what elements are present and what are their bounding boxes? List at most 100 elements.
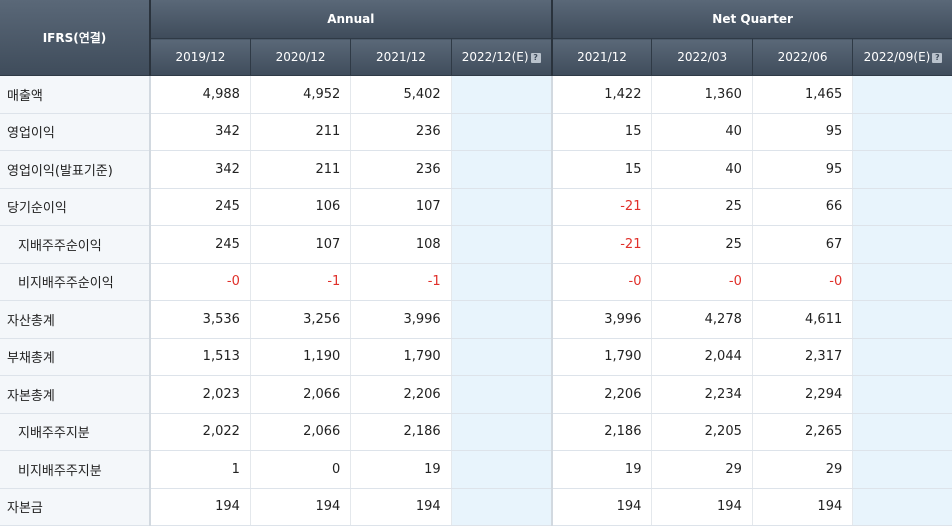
- value-cell: 2,023: [150, 375, 251, 414]
- corner-header: IFRS(연결): [0, 0, 151, 76]
- table-row: 지배주주순이익 245 107 108 -21 25 67: [0, 225, 952, 264]
- value-cell: 4,988: [150, 75, 251, 114]
- estimate-cell: [852, 188, 952, 226]
- value-cell: 40: [651, 150, 753, 189]
- table-row: 영업이익 342 211 236 15 40 95: [0, 113, 952, 151]
- value-cell: 5,402: [350, 75, 452, 114]
- value-cell: 194: [250, 488, 352, 526]
- value-cell: 1,190: [250, 338, 352, 376]
- value-cell: -0: [551, 263, 653, 301]
- value-cell: 15: [551, 150, 653, 189]
- value-cell: 2,044: [651, 338, 753, 376]
- value-cell: 342: [150, 150, 251, 189]
- value-cell: 211: [250, 113, 352, 151]
- row-label: 비지배주주순이익: [0, 263, 151, 301]
- value-cell: 66: [752, 188, 854, 226]
- row-label: 부채총계: [0, 338, 151, 376]
- value-cell: 106: [250, 188, 352, 226]
- row-label: 매출액: [0, 75, 151, 114]
- period-header: 2022/03: [651, 38, 753, 76]
- value-cell: 1,465: [752, 75, 854, 114]
- row-label: 당기순이익: [0, 188, 151, 226]
- period-header: 2019/12: [150, 38, 251, 76]
- value-cell: 3,996: [350, 300, 452, 339]
- row-label: 영업이익: [0, 113, 151, 151]
- value-cell: 19: [350, 450, 452, 489]
- value-cell: 40: [651, 113, 753, 151]
- period-header: 2022/06: [752, 38, 854, 76]
- value-cell: 2,186: [350, 413, 452, 451]
- estimate-cell: [852, 338, 952, 376]
- value-cell: 0: [250, 450, 352, 489]
- value-cell: 1,422: [551, 75, 653, 114]
- estimate-cell: [451, 188, 553, 226]
- estimate-cell: [451, 225, 553, 264]
- estimate-cell: [451, 413, 553, 451]
- value-cell: 2,317: [752, 338, 854, 376]
- estimate-cell: [451, 375, 553, 414]
- table-row: 당기순이익 245 106 107 -21 25 66: [0, 188, 952, 226]
- table-row: 비지배주주순이익 -0 -1 -1 -0 -0 -0: [0, 263, 952, 301]
- value-cell: 29: [651, 450, 753, 489]
- value-cell: 4,278: [651, 300, 753, 339]
- estimate-cell: [451, 150, 553, 189]
- row-label: 영업이익(발표기준): [0, 150, 151, 189]
- estimate-cell: [852, 450, 952, 489]
- quarter-group-header: Net Quarter: [551, 0, 952, 39]
- period-label: 2022/12(E): [461, 50, 529, 64]
- value-cell: -1: [350, 263, 452, 301]
- value-cell: 194: [551, 488, 653, 526]
- value-cell: 2,265: [752, 413, 854, 451]
- period-header: 2021/12: [551, 38, 653, 76]
- table-row: 자본금 194 194 194 194 194 194: [0, 488, 952, 526]
- value-cell: 194: [350, 488, 452, 526]
- estimate-cell: [852, 113, 952, 151]
- value-cell: 3,996: [551, 300, 653, 339]
- row-label: 자본금: [0, 488, 151, 526]
- help-icon[interactable]: ?: [530, 53, 541, 63]
- value-cell: 194: [651, 488, 753, 526]
- value-cell: 107: [250, 225, 352, 264]
- help-icon[interactable]: ?: [932, 53, 943, 63]
- row-label: 지배주주순이익: [0, 225, 151, 264]
- period-header: 2020/12: [250, 38, 352, 76]
- value-cell: 108: [350, 225, 452, 264]
- estimate-cell: [451, 300, 553, 339]
- value-cell: 4,611: [752, 300, 854, 339]
- row-label: 자본총계: [0, 375, 151, 414]
- estimate-cell: [451, 488, 553, 526]
- value-cell: -21: [551, 188, 653, 226]
- estimate-cell: [451, 113, 553, 151]
- estimate-cell: [451, 338, 553, 376]
- estimate-cell: [852, 75, 952, 114]
- value-cell: 95: [752, 113, 854, 151]
- value-cell: 236: [350, 113, 452, 151]
- value-cell: 1,790: [350, 338, 452, 376]
- table-row: 매출액 4,988 4,952 5,402 1,422 1,360 1,465: [0, 75, 952, 114]
- value-cell: -0: [651, 263, 753, 301]
- period-header: 2021/12: [350, 38, 452, 76]
- table-row: 자산총계 3,536 3,256 3,996 3,996 4,278 4,611: [0, 300, 952, 339]
- value-cell: 95: [752, 150, 854, 189]
- estimate-cell: [852, 488, 952, 526]
- table-row: 자본총계 2,023 2,066 2,206 2,206 2,234 2,294: [0, 375, 952, 414]
- value-cell: -0: [752, 263, 854, 301]
- value-cell: 2,234: [651, 375, 753, 414]
- value-cell: 107: [350, 188, 452, 226]
- value-cell: -0: [150, 263, 251, 301]
- value-cell: 245: [150, 225, 251, 264]
- period-header-estimate: 2022/09(E)?: [852, 38, 952, 76]
- estimate-cell: [852, 300, 952, 339]
- table-row: 영업이익(발표기준) 342 211 236 15 40 95: [0, 150, 952, 189]
- period-label: 2022/09(E): [863, 50, 931, 64]
- value-cell: 2,022: [150, 413, 251, 451]
- value-cell: 3,256: [250, 300, 352, 339]
- table-body: 매출액 4,988 4,952 5,402 1,422 1,360 1,465 영업이익 342…: [0, 75, 952, 526]
- value-cell: 2,205: [651, 413, 753, 451]
- estimate-cell: [451, 75, 553, 114]
- period-header-estimate: 2022/12(E)?: [451, 38, 553, 76]
- table-row: 비지배주주지분 1 0 19 19 29 29: [0, 450, 952, 489]
- value-cell: 2,206: [350, 375, 452, 414]
- value-cell: 194: [752, 488, 854, 526]
